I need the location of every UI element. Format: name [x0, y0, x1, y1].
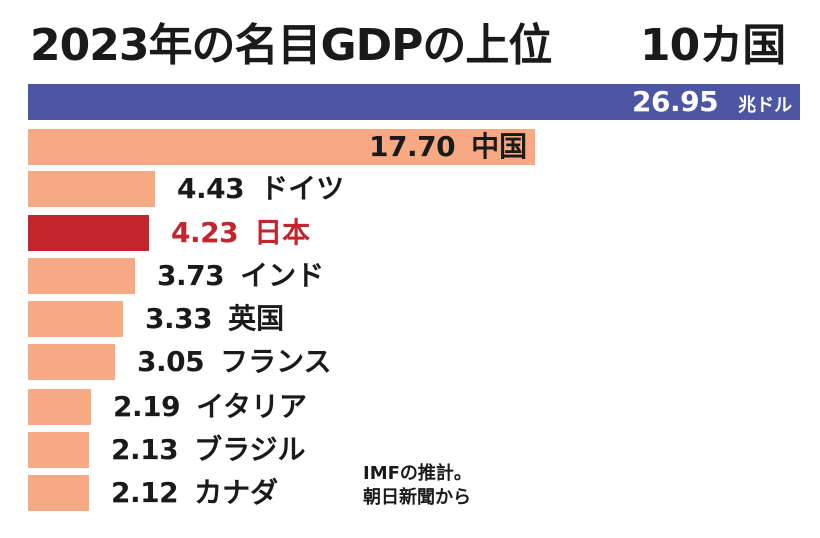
bar: [28, 432, 89, 468]
bar-label: 2.13 ブラジル: [111, 430, 306, 470]
bar-label: 17.70 中国: [369, 127, 527, 167]
value-label: 26.95: [632, 85, 719, 118]
value-label: 3.05: [137, 345, 205, 378]
category-label: イタリア: [196, 390, 307, 423]
category-label: カナダ: [194, 476, 279, 509]
chart-title-suffix: 10カ国: [640, 20, 786, 71]
value-label: 3.73: [157, 259, 225, 292]
value-label: 17.70: [369, 130, 456, 163]
bar: [28, 389, 91, 425]
value-label: 2.12: [111, 476, 179, 509]
source-note-line: 朝日新聞から: [363, 487, 471, 508]
bar-label: 26.95 兆ドル: [632, 82, 792, 126]
value-label: 4.43: [177, 172, 245, 205]
value-label: 4.23: [171, 216, 239, 249]
category-label: 中国: [471, 130, 528, 163]
value-label: 2.19: [113, 390, 181, 423]
bar: [28, 129, 535, 165]
source-note-line: IMFの推計。: [363, 463, 472, 484]
category-label: フランス: [220, 345, 332, 378]
bar-label: 3.73 インド: [157, 256, 324, 296]
chart-title: 2023年の名目GDPの上位: [30, 20, 552, 71]
source-note: IMFの推計。 朝日新聞から: [363, 462, 472, 510]
value-label: 3.33: [145, 302, 213, 335]
value-label: 2.13: [111, 433, 179, 466]
bar: [28, 344, 115, 380]
category-label: インド: [240, 259, 325, 292]
unit-label: 兆ドル: [738, 95, 793, 116]
bar-label: 3.33 英国: [145, 299, 284, 339]
bar-label: 2.19 イタリア: [113, 387, 307, 427]
bar: [28, 301, 123, 337]
bar: [28, 84, 800, 120]
bar-label: 4.23 日本: [171, 213, 310, 253]
category-label: ドイツ: [260, 172, 345, 205]
bar-label: 2.12 カナダ: [111, 473, 278, 513]
category-label: 日本: [254, 216, 311, 249]
bar: [28, 215, 149, 251]
category-label: ブラジル: [194, 433, 306, 466]
category-label: 英国: [228, 302, 285, 335]
bar: [28, 475, 89, 511]
bar: [28, 171, 155, 207]
bar-label: 3.05 フランス: [137, 342, 332, 382]
bar: [28, 258, 135, 294]
bar-label: 4.43 ドイツ: [177, 169, 344, 209]
